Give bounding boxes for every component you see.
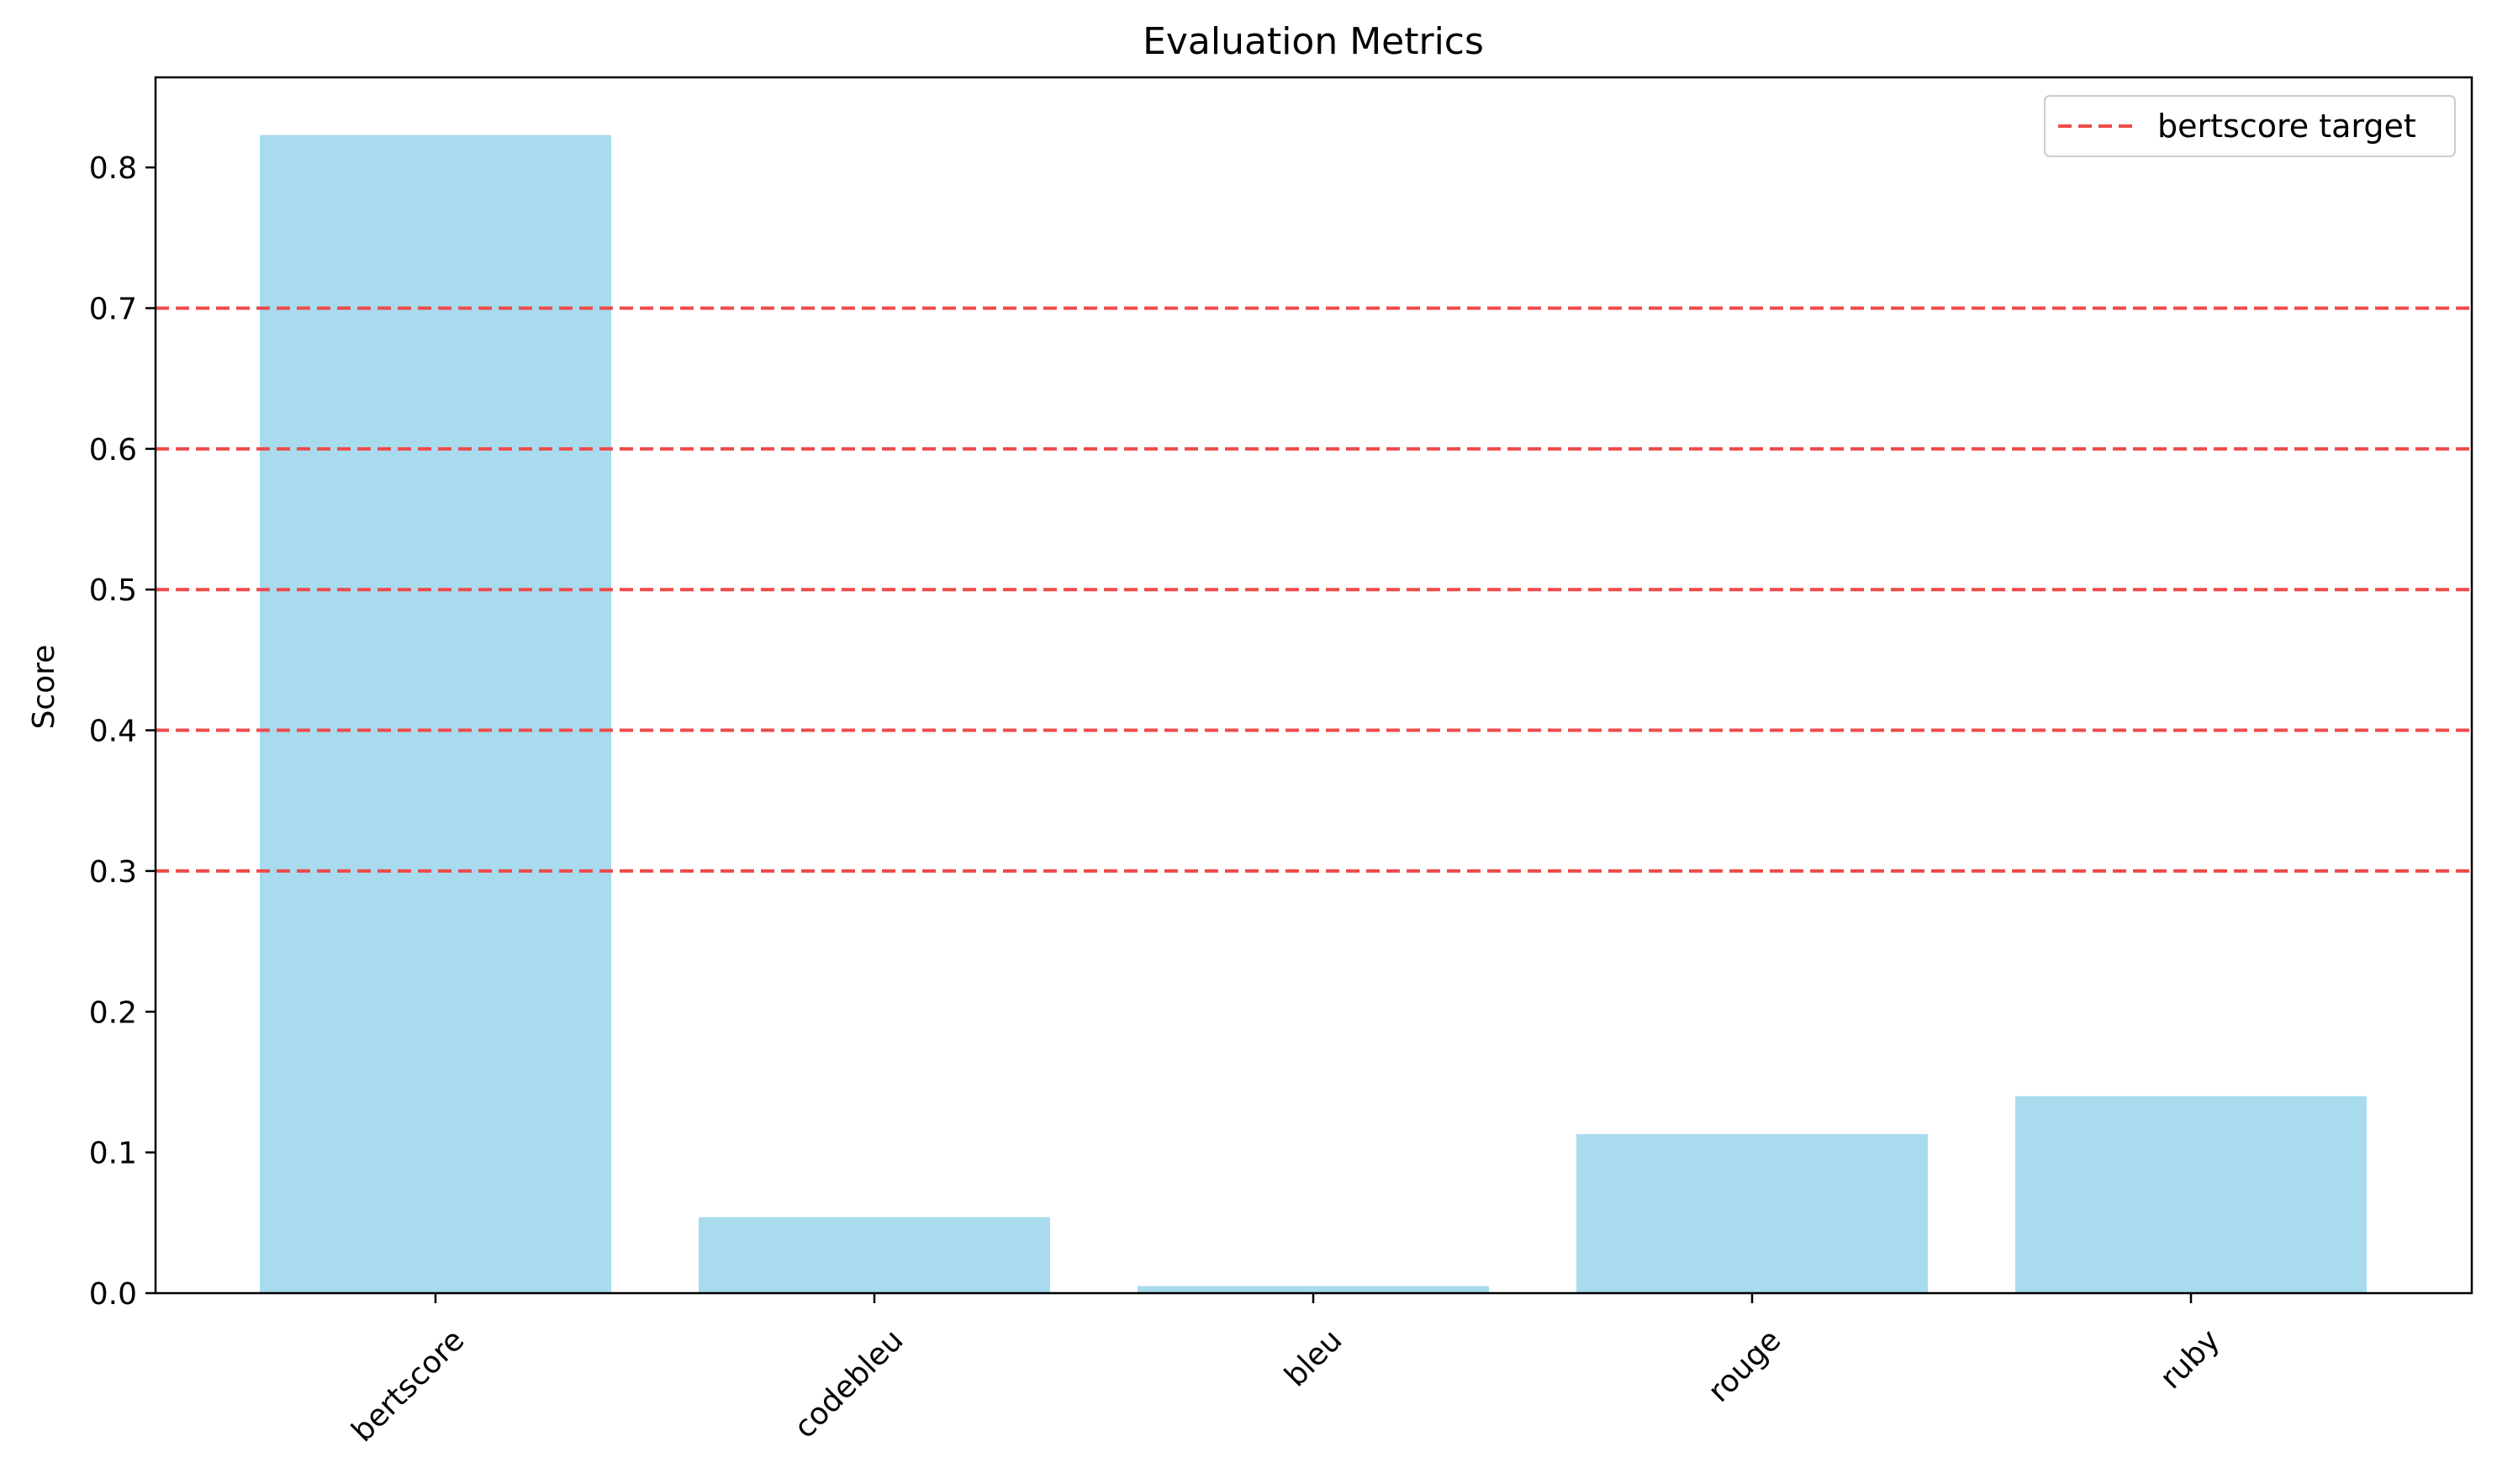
bar-series [260,135,2367,1294]
bar-rouge [1576,1133,1928,1293]
legend-box [2044,95,2456,157]
bar-bertscore [260,135,611,1294]
y-tick-label: 0.8 [89,151,137,186]
chart-title: Evaluation Metrics [1143,20,1484,63]
bar-codebleu [699,1217,1050,1293]
y-tick-label: 0.0 [89,1277,137,1312]
y-tick-label: 0.5 [89,573,137,608]
reference-lines [156,306,2472,873]
y-tick-label: 0.2 [89,995,137,1030]
bar-ruby [2015,1096,2367,1293]
legend-label-bertscore-target: bertscore target [2157,108,2416,145]
y-tick-label: 0.4 [89,715,137,749]
y-tick-label: 0.1 [89,1137,137,1171]
y-axis-label: Score [27,645,61,730]
legend: bertscore target [2044,95,2456,157]
y-tick-label: 0.6 [89,433,137,467]
y-axis-ticks: 0.0 0.1 0.2 0.3 0.4 0.5 0.6 0.7 0.8 [89,151,156,1312]
bar-bleu [1138,1286,1489,1293]
y-tick-label: 0.3 [89,855,137,890]
y-tick-label: 0.7 [89,292,137,326]
